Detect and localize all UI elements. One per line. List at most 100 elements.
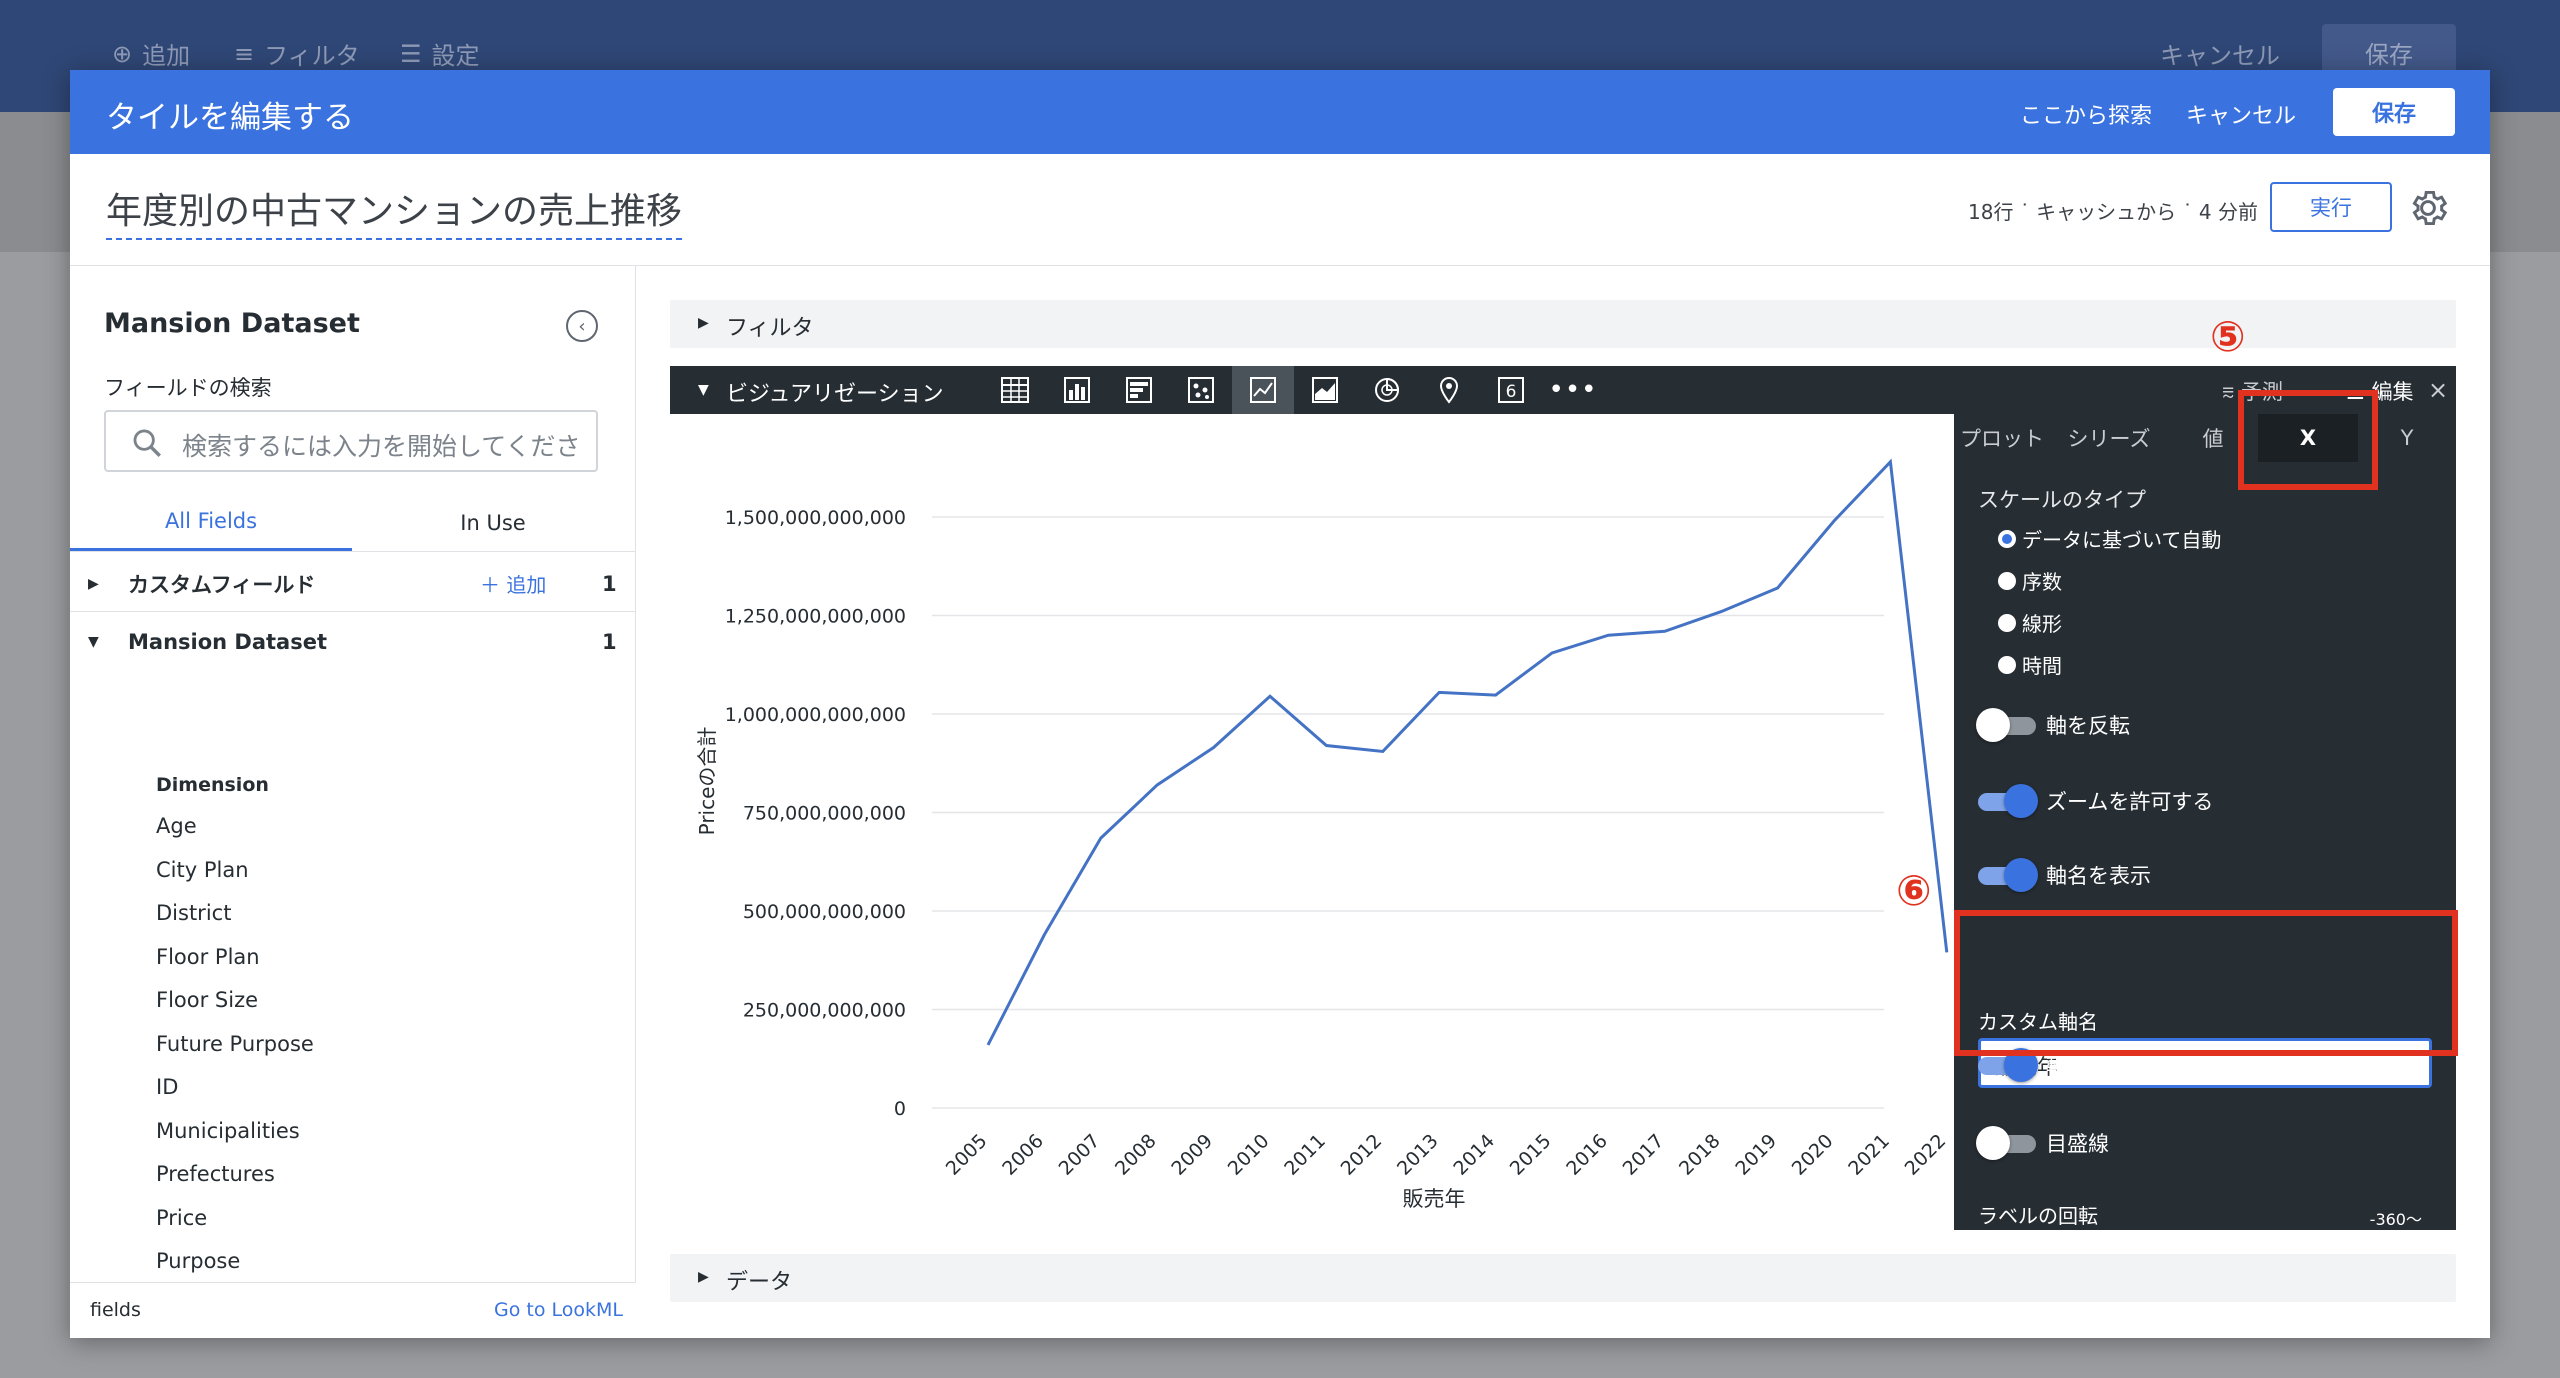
background-cancel-button[interactable]: キャンセル bbox=[2160, 42, 2280, 70]
gridlines-toggle[interactable]: 目盛線 bbox=[1976, 1126, 2109, 1160]
background-settings-button[interactable]: ☰ 設定 bbox=[400, 39, 480, 71]
field-item[interactable]: Purpose bbox=[156, 1249, 241, 1273]
background-add-button[interactable]: ⊕ 追加 bbox=[112, 39, 191, 71]
tile-title-input[interactable]: 年度別の中古マンションの売上推移 bbox=[106, 182, 683, 240]
line-chart: 0 250,000,000,000 500,000,000,000 750,000,0… bbox=[695, 458, 1951, 1211]
field-item[interactable]: Prefectures bbox=[156, 1162, 275, 1186]
y-tick-label: 1,500,000,000,000 bbox=[725, 507, 906, 529]
sparkline-icon: ⩳ bbox=[2222, 380, 2241, 404]
field-item[interactable]: District bbox=[156, 901, 232, 925]
background-filter-button[interactable]: ≡ フィルタ bbox=[234, 39, 360, 71]
data-section-label: データ bbox=[726, 1270, 793, 1295]
custom-axis-name-label: カスタム軸名 bbox=[1978, 1010, 2098, 1034]
more-icon[interactable]: ••• bbox=[1548, 375, 1598, 405]
custom-axis-name-input[interactable]: 販売年 bbox=[1978, 1038, 2432, 1088]
field-search-label: フィールドの検索 bbox=[104, 376, 272, 400]
group-mansion-dataset[interactable]: ▼ Mansion Dataset 1 bbox=[70, 614, 636, 670]
y-tick-label: 1,000,000,000,000 bbox=[725, 704, 906, 726]
explore-from-here-link[interactable]: ここから探索 bbox=[2020, 104, 2153, 129]
toggle-switch-on[interactable] bbox=[1978, 784, 2038, 818]
x-tick-label: 2008 bbox=[1111, 1130, 1161, 1180]
x-tick-label: 2021 bbox=[1844, 1130, 1894, 1180]
field-item[interactable]: Floor Plan bbox=[156, 944, 260, 969]
tab-plot[interactable]: プロット bbox=[1960, 427, 2044, 451]
caret-right-icon: ▶ bbox=[698, 1269, 709, 1285]
run-button[interactable]: 実行 bbox=[2270, 182, 2392, 232]
map-pin-icon[interactable] bbox=[1418, 366, 1480, 414]
x-tick-label: 2005 bbox=[942, 1130, 992, 1180]
step-marker-5: ⑤ bbox=[2210, 312, 2246, 361]
group-custom-fields[interactable]: ▶ カスタムフィールド ＋ 追加 1 bbox=[70, 556, 636, 612]
step-marker-6: ⑥ bbox=[1896, 866, 1932, 915]
tab-all-fields[interactable]: All Fields bbox=[70, 494, 352, 552]
area-chart-icon[interactable] bbox=[1294, 366, 1356, 414]
tab-series[interactable]: シリーズ bbox=[2067, 427, 2151, 451]
toggle-switch-off[interactable] bbox=[1976, 708, 2038, 742]
field-item[interactable]: Age bbox=[156, 814, 197, 838]
add-custom-field-button[interactable]: ＋ 追加 bbox=[480, 573, 547, 597]
reverse-axis-toggle[interactable]: 軸を反転 bbox=[1976, 708, 2130, 742]
show-axis-name-toggle[interactable]: 軸名を表示 bbox=[1978, 858, 2151, 892]
modal-title: タイルを編集する bbox=[106, 100, 354, 136]
query-meta: 18行 ˙ キャッシュから ˙ 4 分前 bbox=[1968, 200, 2258, 224]
x-tick-label: 2007 bbox=[1055, 1130, 1105, 1180]
tab-x-axis[interactable]: X bbox=[2258, 414, 2358, 462]
x-tick-label: 2009 bbox=[1167, 1130, 1217, 1180]
search-placeholder: 検索するには入力を開始してくださ bbox=[182, 432, 581, 461]
scale-option-time[interactable]: 時間 bbox=[1998, 650, 2062, 679]
x-tick-label: 2020 bbox=[1788, 1130, 1838, 1180]
label-rotation-label: ラベルの回転 bbox=[1978, 1204, 2098, 1228]
caret-down-icon[interactable]: ▼ bbox=[698, 382, 709, 398]
x-tick-label: 2015 bbox=[1506, 1130, 1556, 1180]
collapse-sidebar-button[interactable]: ‹ bbox=[566, 310, 598, 342]
data-section[interactable]: ▶ データ bbox=[670, 1254, 2456, 1302]
scale-option-auto[interactable]: データに基づいて自動 bbox=[1998, 524, 2221, 553]
sidebar-footer: fields Go to LookML bbox=[70, 1282, 636, 1338]
toggle-switch-off[interactable] bbox=[1976, 1126, 2038, 1160]
x-tick-label: 2022 bbox=[1901, 1130, 1951, 1180]
caret-down-icon: ▼ bbox=[88, 634, 99, 650]
x-tick-label: 2012 bbox=[1337, 1130, 1387, 1180]
toggle-switch-on[interactable] bbox=[1978, 858, 2038, 892]
go-to-lookml-link[interactable]: Go to LookML bbox=[494, 1299, 623, 1321]
field-item[interactable]: ID bbox=[156, 1075, 179, 1099]
allow-zoom-toggle[interactable]: ズームを許可する bbox=[1978, 784, 2213, 818]
axis-value-labels-toggle[interactable]: 軸値のラベル bbox=[1978, 1048, 2172, 1082]
group-name: カスタムフィールド bbox=[128, 572, 316, 597]
field-item[interactable]: Floor Size bbox=[156, 988, 259, 1012]
field-item[interactable]: Price bbox=[156, 1205, 208, 1230]
x-tick-label: 2014 bbox=[1449, 1130, 1499, 1180]
column-chart-icon[interactable] bbox=[1046, 366, 1108, 414]
highlight-box-custom-axis-name bbox=[1954, 910, 2458, 1056]
series-line bbox=[986, 458, 1949, 1046]
tab-y-axis[interactable]: Y bbox=[2400, 426, 2414, 450]
scale-option-linear[interactable]: 線形 bbox=[1998, 608, 2062, 637]
gear-icon[interactable] bbox=[2406, 186, 2450, 230]
field-search-input[interactable]: 検索するには入力を開始してくださ bbox=[104, 410, 598, 472]
radio-unselected bbox=[1998, 613, 2016, 632]
x-tick-label: 2006 bbox=[998, 1130, 1048, 1180]
group-name: Mansion Dataset bbox=[128, 630, 327, 654]
filter-section[interactable]: ▶ フィルタ bbox=[670, 300, 2456, 348]
tab-values[interactable]: 値 bbox=[2202, 427, 2224, 451]
single-value-icon[interactable]: 6 bbox=[1480, 366, 1542, 414]
field-item[interactable]: Municipalities bbox=[156, 1118, 300, 1143]
field-item[interactable]: City Plan bbox=[156, 857, 249, 882]
modal-save-button[interactable]: 保存 bbox=[2333, 88, 2455, 136]
modal-cancel-button[interactable]: キャンセル bbox=[2186, 104, 2297, 129]
caret-right-icon: ▶ bbox=[698, 315, 709, 331]
chevron-left-icon: ‹ bbox=[578, 315, 586, 337]
close-icon[interactable]: × bbox=[2428, 376, 2449, 404]
group-count: 1 bbox=[602, 571, 617, 596]
tab-in-use[interactable]: In Use bbox=[460, 511, 526, 535]
pie-chart-icon[interactable] bbox=[1356, 366, 1418, 414]
scale-type-label: スケールのタイプ bbox=[1978, 488, 2146, 512]
scatter-icon[interactable] bbox=[1170, 366, 1232, 414]
scale-option-ordinal[interactable]: 序数 bbox=[1998, 566, 2062, 595]
bar-chart-icon[interactable] bbox=[1108, 366, 1170, 414]
table-icon[interactable] bbox=[984, 366, 1046, 414]
field-item[interactable]: Future Purpose bbox=[156, 1031, 314, 1056]
line-chart-icon[interactable] bbox=[1232, 366, 1294, 414]
visualization-config-panel: プロット シリーズ 値 X Y スケールのタイプ データに基づいて自動 序数 線… bbox=[1954, 414, 2456, 1230]
radio-unselected bbox=[1998, 655, 2016, 674]
